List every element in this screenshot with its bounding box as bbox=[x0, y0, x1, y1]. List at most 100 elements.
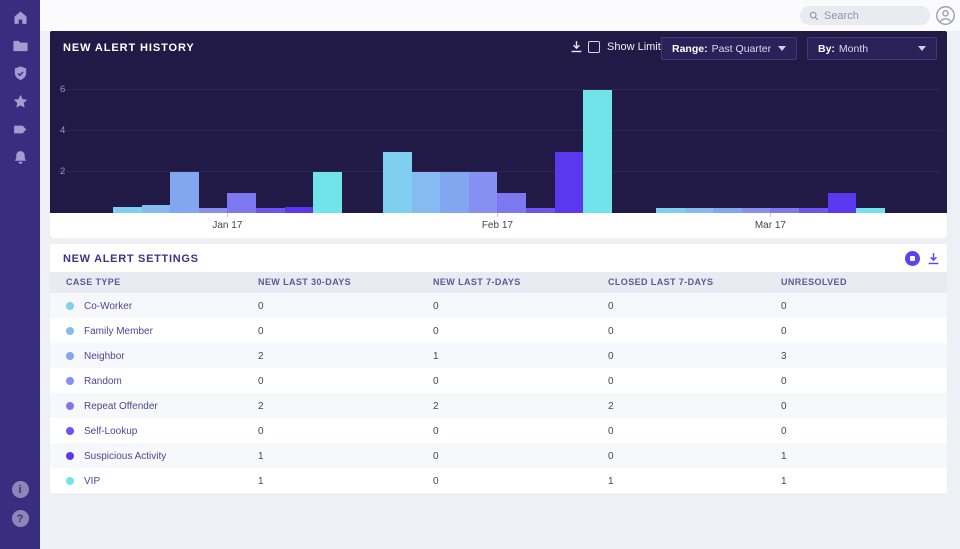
bar-repeat-offender-feb-17[interactable] bbox=[497, 192, 526, 213]
bar-random-jan-17[interactable] bbox=[198, 207, 228, 213]
bar-random-feb-17[interactable] bbox=[468, 172, 498, 213]
bar-neighbor-mar-17[interactable] bbox=[713, 207, 742, 213]
bar-family-member-mar-17[interactable] bbox=[684, 207, 714, 213]
bar-neighbor-jan-17[interactable] bbox=[170, 172, 199, 213]
sidebar-item-tags[interactable] bbox=[0, 118, 40, 146]
cell-unresolved: 1 bbox=[781, 476, 787, 487]
cell-new-last-30-days: 0 bbox=[258, 426, 264, 437]
bar-vip-jan-17[interactable] bbox=[313, 172, 342, 213]
bar-family-member-jan-17[interactable] bbox=[141, 204, 171, 213]
sidebar-item-favorites[interactable] bbox=[0, 90, 40, 118]
bar-chart-plot: 2 4 6 bbox=[50, 64, 947, 213]
bar-self-lookup-jan-17[interactable] bbox=[256, 207, 285, 213]
range-value: Past Quarter bbox=[711, 42, 772, 55]
bar-vip-mar-17[interactable] bbox=[856, 207, 885, 213]
sidebar-item-info[interactable]: i bbox=[0, 475, 40, 504]
bar-suspicious-activity-mar-17[interactable] bbox=[827, 192, 857, 213]
sidebar-item-cases[interactable] bbox=[0, 34, 40, 62]
table-row-random[interactable]: Random 0 0 0 0 bbox=[50, 368, 947, 393]
bar-suspicious-activity-jan-17[interactable] bbox=[284, 206, 314, 213]
sidebar-item-security[interactable] bbox=[0, 62, 40, 90]
case-color-dot bbox=[66, 452, 74, 460]
cell-closed-last-7-days: 0 bbox=[608, 376, 614, 387]
cell-new-last-7-days: 0 bbox=[433, 376, 439, 387]
range-label: Range: bbox=[672, 42, 708, 55]
table-view-toggle-button[interactable] bbox=[905, 251, 920, 266]
x-axis-tick bbox=[770, 213, 772, 217]
cell-unresolved: 1 bbox=[781, 451, 787, 462]
case-color-dot bbox=[66, 302, 74, 310]
cell-closed-last-7-days: 0 bbox=[608, 326, 614, 337]
bar-family-member-feb-17[interactable] bbox=[411, 172, 441, 213]
table-row-vip[interactable]: VIP 1 0 1 1 bbox=[50, 468, 947, 493]
table-download-button[interactable] bbox=[927, 252, 941, 266]
range-dropdown[interactable]: Range: Past Quarter bbox=[661, 37, 797, 60]
cell-new-last-7-days: 0 bbox=[433, 326, 439, 337]
bar-self-lookup-feb-17[interactable] bbox=[526, 207, 555, 213]
cell-new-last-7-days: 1 bbox=[433, 351, 439, 362]
cell-new-last-7-days: 0 bbox=[433, 476, 439, 487]
user-avatar[interactable] bbox=[935, 5, 956, 26]
table-row-self-lookup[interactable]: Self-Lookup 0 0 0 0 bbox=[50, 418, 947, 443]
table-row-family-member[interactable]: Family Member 0 0 0 0 bbox=[50, 318, 947, 343]
col-header-closed-7: CLOSED LAST 7-DAYS bbox=[608, 277, 714, 287]
cell-new-last-7-days: 0 bbox=[433, 451, 439, 462]
bar-co-worker-jan-17[interactable] bbox=[113, 206, 142, 213]
case-type-label: Random bbox=[84, 376, 122, 387]
table-row-repeat-offender[interactable]: Repeat Offender 2 2 2 0 bbox=[50, 393, 947, 418]
y-axis-label: 6 bbox=[60, 84, 66, 95]
table-row-co-worker[interactable]: Co-Worker 0 0 0 0 bbox=[50, 293, 947, 318]
case-type-label: Family Member bbox=[84, 326, 153, 337]
cell-new-last-7-days: 0 bbox=[433, 301, 439, 312]
search-input[interactable]: Search bbox=[800, 6, 930, 25]
bar-suspicious-activity-feb-17[interactable] bbox=[554, 151, 584, 213]
cell-new-last-7-days: 0 bbox=[433, 426, 439, 437]
chevron-down-icon bbox=[778, 46, 786, 51]
bar-self-lookup-mar-17[interactable] bbox=[799, 207, 828, 213]
cell-new-last-30-days: 1 bbox=[258, 451, 264, 462]
help-icon: ? bbox=[11, 510, 29, 527]
bar-repeat-offender-mar-17[interactable] bbox=[770, 207, 799, 213]
sidebar-nav bbox=[0, 0, 40, 174]
chart-header: NEW ALERT HISTORY Show Limits Range: Pas… bbox=[50, 31, 947, 65]
user-icon bbox=[936, 6, 955, 25]
case-type-label: VIP bbox=[84, 476, 101, 487]
chart-download-button[interactable] bbox=[570, 40, 586, 56]
by-dropdown[interactable]: By: Month bbox=[807, 37, 937, 60]
search-icon bbox=[809, 11, 819, 20]
cell-new-last-30-days: 0 bbox=[258, 376, 264, 387]
bar-neighbor-feb-17[interactable] bbox=[440, 172, 469, 213]
sidebar-item-help[interactable]: ? bbox=[0, 504, 40, 533]
case-color-dot bbox=[66, 402, 74, 410]
bar-vip-feb-17[interactable] bbox=[583, 90, 612, 213]
x-axis-label: Mar 17 bbox=[754, 220, 786, 231]
cell-unresolved: 3 bbox=[781, 351, 787, 362]
case-type-label: Self-Lookup bbox=[84, 426, 138, 437]
table-row-neighbor[interactable]: Neighbor 2 1 0 3 bbox=[50, 343, 947, 368]
folder-icon bbox=[12, 37, 29, 59]
cell-unresolved: 0 bbox=[781, 426, 787, 437]
checkbox-box bbox=[588, 41, 600, 53]
y-axis-label: 2 bbox=[60, 166, 66, 177]
case-color-dot bbox=[66, 427, 74, 435]
bar-repeat-offender-jan-17[interactable] bbox=[227, 192, 256, 213]
table-row-suspicious-activity[interactable]: Suspicious Activity 1 0 0 1 bbox=[50, 443, 947, 468]
case-color-dot bbox=[66, 352, 74, 360]
bar-co-worker-mar-17[interactable] bbox=[656, 207, 685, 213]
new-alert-settings-panel: NEW ALERT SETTINGS CASE TYPE NEW LAST 30… bbox=[50, 244, 947, 493]
sidebar-item-home[interactable] bbox=[0, 6, 40, 34]
bar-co-worker-feb-17[interactable] bbox=[383, 151, 412, 213]
case-color-dot bbox=[66, 477, 74, 485]
col-header-case-type: CASE TYPE bbox=[66, 277, 121, 287]
sidebar-item-alerts[interactable] bbox=[0, 146, 40, 174]
cell-closed-last-7-days: 0 bbox=[608, 351, 614, 362]
bar-random-mar-17[interactable] bbox=[741, 207, 771, 213]
case-table-body: Co-Worker 0 0 0 0 Family Member 0 0 0 0 Neighbor 2 1… bbox=[50, 293, 947, 493]
cell-new-last-30-days: 1 bbox=[258, 476, 264, 487]
col-header-new-30: NEW LAST 30-DAYS bbox=[258, 277, 352, 287]
cell-unresolved: 0 bbox=[781, 401, 787, 412]
square-icon bbox=[910, 256, 915, 261]
show-limits-checkbox[interactable]: Show Limits bbox=[588, 41, 666, 53]
star-icon bbox=[12, 93, 29, 115]
table-header-row: CASE TYPE NEW LAST 30-DAYS NEW LAST 7-DA… bbox=[50, 272, 947, 293]
